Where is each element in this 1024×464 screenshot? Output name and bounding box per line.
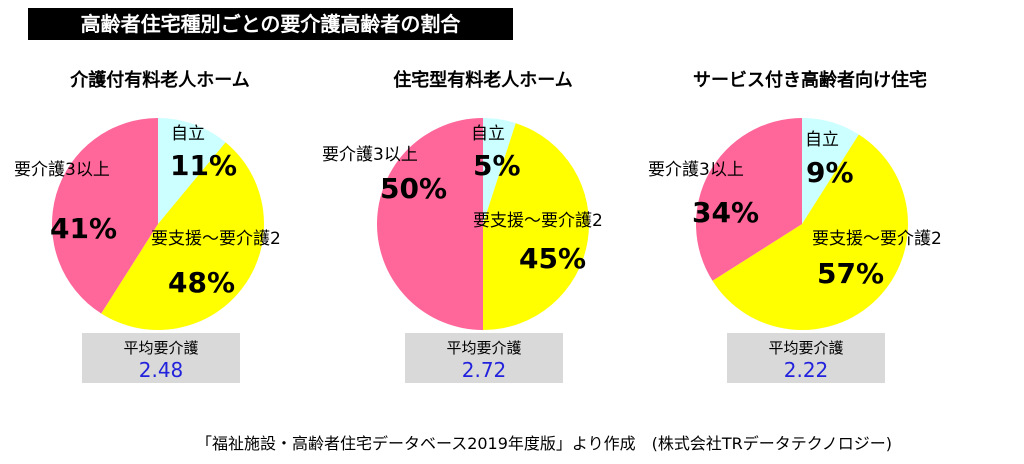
avg-label-2: 平均要介護: [446, 339, 522, 357]
pie-slice-3-support: [712, 134, 908, 330]
slice-value-2-support: 45%: [519, 242, 586, 275]
pie-slice-1-care3: [52, 118, 158, 314]
slice-value-2-care3: 50%: [380, 172, 447, 205]
pie-slice-3-independent: [802, 118, 859, 224]
pie-slice-2-independent: [483, 118, 516, 224]
slice-label-3-independent: 自立: [805, 130, 839, 150]
slice-value-2-independent: 5%: [473, 149, 521, 182]
slice-label-1-independent: 自立: [171, 124, 205, 144]
chart-title-1: 介護付有料老人ホーム: [70, 70, 250, 91]
slice-label-2-care3: 要介護3以上: [322, 145, 418, 165]
avg-value-2: 2.72: [461, 358, 507, 382]
slice-label-1-support: 要支援～要介護2: [151, 229, 281, 249]
avg-label-1: 平均要介護: [123, 339, 199, 357]
slice-value-1-support: 48%: [168, 266, 235, 299]
pie-slice-3-care3: [696, 118, 802, 281]
avg-value-1: 2.48: [138, 358, 184, 382]
slice-value-3-care3: 34%: [692, 196, 759, 229]
slice-label-1-care3: 要介護3以上: [14, 160, 110, 180]
slice-label-3-care3: 要介護3以上: [648, 160, 744, 180]
slice-label-2-independent: 自立: [471, 124, 505, 144]
slice-label-3-support: 要支援～要介護2: [812, 229, 942, 249]
avg-box-3: 平均要介護 2.22: [727, 333, 885, 383]
avg-box-2: 平均要介護 2.72: [405, 333, 563, 383]
chart-title-3: サービス付き高齢者向け住宅: [693, 70, 927, 91]
slice-value-3-independent: 9%: [806, 156, 854, 189]
pie-slice-2-support: [483, 123, 589, 330]
chart-title-2: 住宅型有料老人ホーム: [393, 70, 573, 91]
avg-label-3: 平均要介護: [768, 339, 844, 357]
slice-label-2-support: 要支援～要介護2: [473, 211, 603, 231]
pie-slice-1-support: [101, 142, 265, 330]
slice-value-1-independent: 11%: [170, 149, 237, 182]
avg-box-1: 平均要介護 2.48: [82, 333, 240, 383]
slice-value-3-support: 57%: [817, 257, 884, 290]
avg-value-3: 2.22: [783, 358, 829, 382]
pie-slice-1-independent: [158, 118, 226, 224]
page-title: 高齢者住宅種別ごとの要介護高齢者の割合: [28, 8, 513, 40]
pie-slice-2-care3: [377, 118, 483, 330]
slice-value-1-care3: 41%: [50, 212, 117, 245]
source-note: 「福祉施設・高齢者住宅データベース2019年度版」より作成 (株式会社TRデータ…: [196, 434, 893, 453]
